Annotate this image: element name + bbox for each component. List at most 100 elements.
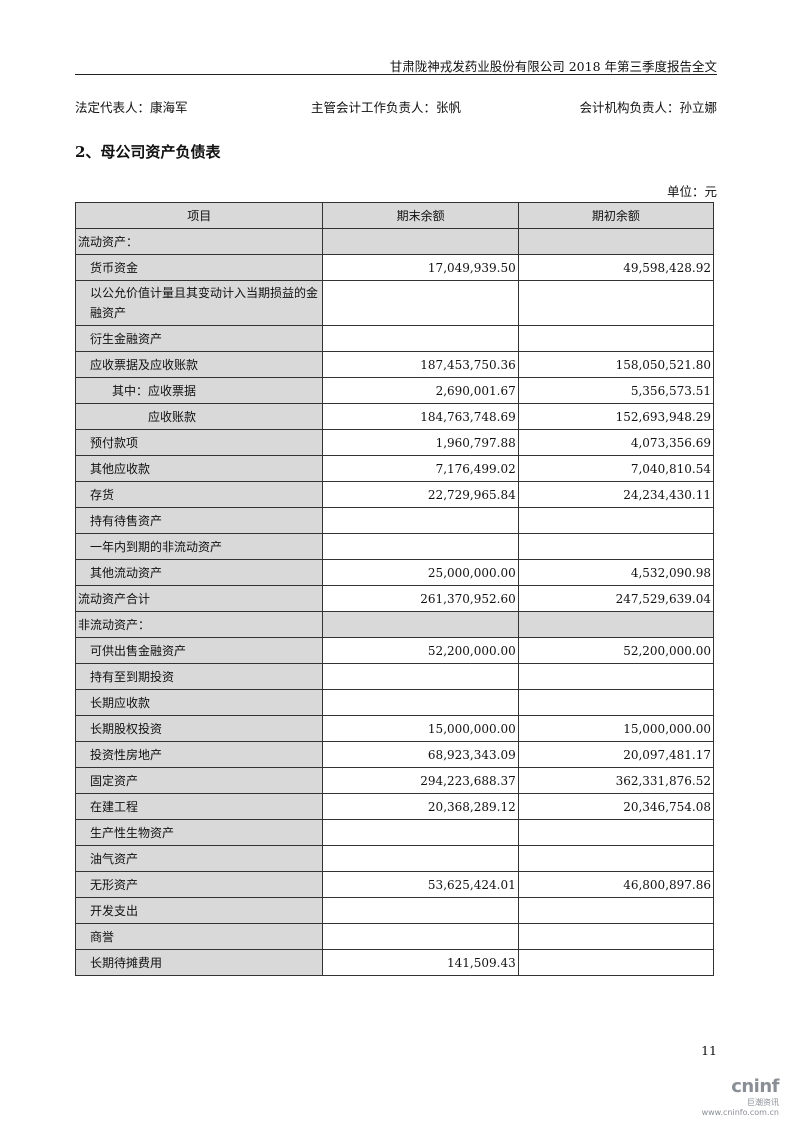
row-label: 油气资产 bbox=[74, 845, 324, 872]
table-row: 生产性生物资产 bbox=[74, 819, 715, 846]
table-header-row: 项目 期末余额 期初余额 bbox=[74, 202, 715, 229]
begin-balance-cell: 15,000,000.00 bbox=[517, 715, 715, 742]
row-label: 衍生金融资产 bbox=[74, 325, 324, 352]
table-row: 其中：应收票据 2,690,001.67 5,356,573.51 bbox=[74, 377, 715, 404]
end-balance-cell: 2,690,001.67 bbox=[322, 377, 519, 404]
begin-balance-cell bbox=[517, 611, 715, 638]
table-row: 非流动资产： bbox=[74, 611, 715, 638]
end-balance-cell bbox=[322, 228, 519, 255]
end-balance-cell bbox=[322, 663, 519, 690]
begin-balance-cell: 20,097,481.17 bbox=[517, 741, 715, 768]
row-label: 流动资产合计 bbox=[74, 585, 324, 612]
begin-balance-cell: 4,532,090.98 bbox=[517, 559, 715, 586]
end-balance-cell: 15,000,000.00 bbox=[322, 715, 519, 742]
table-row: 存货 22,729,965.84 24,234,430.11 bbox=[74, 481, 715, 508]
begin-balance-cell: 158,050,521.80 bbox=[517, 351, 715, 378]
row-label: 投资性房地产 bbox=[74, 741, 324, 768]
begin-balance-cell: 49,598,428.92 bbox=[517, 254, 715, 281]
begin-balance-cell: 362,331,876.52 bbox=[517, 767, 715, 794]
begin-balance-cell bbox=[517, 845, 715, 872]
header-divider bbox=[75, 74, 717, 75]
begin-balance-cell bbox=[517, 897, 715, 924]
row-label: 预付款项 bbox=[74, 429, 324, 456]
running-header: 甘肃陇神戎发药业股份有限公司 2018 年第三季度报告全文 bbox=[389, 59, 717, 74]
begin-balance-cell bbox=[517, 689, 715, 716]
end-balance-cell bbox=[322, 689, 519, 716]
end-balance-cell: 294,223,688.37 bbox=[322, 767, 519, 794]
row-label: 开发支出 bbox=[74, 897, 324, 924]
table-row: 持有至到期投资 bbox=[74, 663, 715, 690]
end-balance-cell bbox=[322, 845, 519, 872]
row-label: 流动资产： bbox=[74, 228, 324, 255]
begin-balance-cell bbox=[517, 663, 715, 690]
begin-balance-cell bbox=[517, 228, 715, 255]
row-label: 以公允价值计量且其变动计入当期损益的金融资产 bbox=[74, 280, 324, 326]
end-balance-cell bbox=[322, 897, 519, 924]
accounting-supervisor: 主管会计工作负责人：张帆 bbox=[311, 100, 462, 115]
begin-balance-cell bbox=[517, 533, 715, 560]
table-row: 固定资产 294,223,688.37 362,331,876.52 bbox=[74, 767, 715, 794]
end-balance-cell bbox=[322, 923, 519, 950]
table-row: 以公允价值计量且其变动计入当期损益的金融资产 bbox=[74, 280, 715, 326]
column-header-end-balance: 期末余额 bbox=[322, 202, 519, 229]
end-balance-cell: 184,763,748.69 bbox=[322, 403, 519, 430]
end-balance-cell bbox=[322, 611, 519, 638]
begin-balance-cell bbox=[517, 923, 715, 950]
table-row: 其他应收款 7,176,499.02 7,040,810.54 bbox=[74, 455, 715, 482]
table-row: 应收账款 184,763,748.69 152,693,948.29 bbox=[74, 403, 715, 430]
table-row: 在建工程 20,368,289.12 20,346,754.08 bbox=[74, 793, 715, 820]
end-balance-cell: 141,509.43 bbox=[322, 949, 519, 976]
column-header-begin-balance: 期初余额 bbox=[517, 202, 715, 229]
table-row: 投资性房地产 68,923,343.09 20,097,481.17 bbox=[74, 741, 715, 768]
table-row: 衍生金融资产 bbox=[74, 325, 715, 352]
accounting-head: 会计机构负责人：孙立娜 bbox=[579, 100, 717, 115]
table-row: 一年内到期的非流动资产 bbox=[74, 533, 715, 560]
table-row: 无形资产 53,625,424.01 46,800,897.86 bbox=[74, 871, 715, 898]
cninfo-logo: cninf 巨潮资讯 www.cninfo.com.cn bbox=[701, 1076, 780, 1117]
begin-balance-cell bbox=[517, 819, 715, 846]
begin-balance-cell: 46,800,897.86 bbox=[517, 871, 715, 898]
row-label: 商誉 bbox=[74, 923, 324, 950]
row-label: 长期应收款 bbox=[74, 689, 324, 716]
begin-balance-cell: 247,529,639.04 bbox=[517, 585, 715, 612]
table-row: 持有待售资产 bbox=[74, 507, 715, 534]
begin-balance-cell: 7,040,810.54 bbox=[517, 455, 715, 482]
begin-balance-cell: 52,200,000.00 bbox=[517, 637, 715, 664]
end-balance-cell bbox=[322, 280, 519, 326]
table-row: 预付款项 1,960,797.88 4,073,356.69 bbox=[74, 429, 715, 456]
row-label: 持有至到期投资 bbox=[74, 663, 324, 690]
begin-balance-cell: 4,073,356.69 bbox=[517, 429, 715, 456]
row-label: 其中：应收票据 bbox=[74, 377, 324, 404]
row-label: 应收账款 bbox=[74, 403, 324, 430]
row-label: 在建工程 bbox=[74, 793, 324, 820]
end-balance-cell bbox=[322, 325, 519, 352]
table-row: 油气资产 bbox=[74, 845, 715, 872]
end-balance-cell: 53,625,424.01 bbox=[322, 871, 519, 898]
end-balance-cell: 20,368,289.12 bbox=[322, 793, 519, 820]
end-balance-cell bbox=[322, 533, 519, 560]
begin-balance-cell: 24,234,430.11 bbox=[517, 481, 715, 508]
row-label: 无形资产 bbox=[74, 871, 324, 898]
unit-label: 单位：元 bbox=[666, 184, 717, 199]
end-balance-cell: 187,453,750.36 bbox=[322, 351, 519, 378]
begin-balance-cell: 5,356,573.51 bbox=[517, 377, 715, 404]
end-balance-cell bbox=[322, 507, 519, 534]
end-balance-cell: 7,176,499.02 bbox=[322, 455, 519, 482]
end-balance-cell: 1,960,797.88 bbox=[322, 429, 519, 456]
end-balance-cell: 25,000,000.00 bbox=[322, 559, 519, 586]
end-balance-cell: 68,923,343.09 bbox=[322, 741, 519, 768]
table-row: 商誉 bbox=[74, 923, 715, 950]
balance-sheet-table: 项目 期末余额 期初余额 流动资产： 货币资金 17,049,939.50 49,59… bbox=[74, 202, 715, 976]
begin-balance-cell bbox=[517, 949, 715, 976]
table-row: 流动资产： bbox=[74, 228, 715, 255]
end-balance-cell bbox=[322, 819, 519, 846]
begin-balance-cell bbox=[517, 507, 715, 534]
row-label: 长期待摊费用 bbox=[74, 949, 324, 976]
row-label: 存货 bbox=[74, 481, 324, 508]
row-label: 固定资产 bbox=[74, 767, 324, 794]
table-row: 长期股权投资 15,000,000.00 15,000,000.00 bbox=[74, 715, 715, 742]
begin-balance-cell: 152,693,948.29 bbox=[517, 403, 715, 430]
end-balance-cell: 52,200,000.00 bbox=[322, 637, 519, 664]
end-balance-cell: 17,049,939.50 bbox=[322, 254, 519, 281]
